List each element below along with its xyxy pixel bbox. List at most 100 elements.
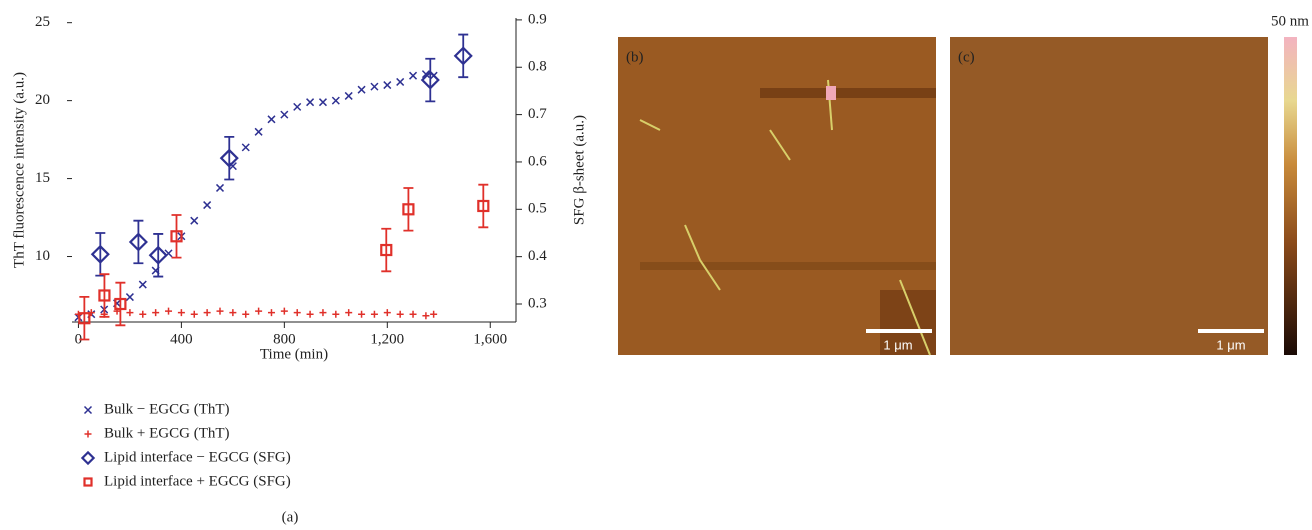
y2-tick-label: 0.7 [528,106,547,122]
marker [139,310,147,318]
marker [165,307,173,315]
marker [409,310,417,318]
marker [380,243,393,257]
marker [477,199,490,213]
marker [331,96,340,105]
marker [383,309,391,317]
error-bar [95,232,106,277]
marker [98,289,111,302]
error-bar [478,183,489,229]
marker [396,310,404,318]
y-tick-label: 10 [35,248,50,264]
marker [421,70,430,79]
scale-bar-label: 1 μm [1216,337,1245,352]
error-bar [403,187,414,232]
marker [152,309,160,317]
marker [215,183,225,192]
error-bar [99,273,110,318]
legend-label: Bulk + EGCG (ThT) [104,425,230,441]
error-bar [115,281,126,327]
error-bar [171,214,182,259]
y2-tick-label: 0.9 [528,11,547,27]
marker [306,98,315,107]
marker [345,309,353,317]
legend-marker [83,405,93,415]
marker [319,309,327,317]
x-tick-label: 1,200 [370,331,404,347]
y-tick-label: 15 [35,170,50,186]
marker [357,85,366,94]
marker [409,71,418,80]
legend-label: Bulk − EGCG (ThT) [104,401,230,417]
marker [453,46,473,66]
marker [370,82,379,91]
x-tick-label: 400 [170,331,193,347]
error-bar [381,227,392,273]
marker [280,307,288,315]
marker [280,110,289,119]
colorbar-label: 50 nm [1271,13,1309,29]
afm-image-b: (b) 1 μm [618,37,936,356]
y2-tick-label: 0.6 [528,153,547,169]
marker [420,70,440,90]
y-axis-label: ThT fluorescence intensity (a.u.) [11,72,27,268]
legend-label: Lipid interface − EGCG (SFG) [104,449,291,465]
y2-tick-label: 0.5 [528,201,547,217]
caption: (a) [282,509,299,525]
marker [190,216,199,225]
marker [254,127,263,136]
marker [114,297,127,311]
marker [126,309,134,317]
marker [396,77,405,86]
legend-marker [83,477,93,487]
y2-tick-label: 0.8 [528,59,547,75]
panel-label: (b) [626,49,644,65]
marker [332,310,340,318]
error-bar [224,135,235,181]
legend-marker [84,430,92,438]
marker [241,143,250,152]
error-bar [153,233,164,278]
marker [267,309,275,317]
legend-label: Lipid interface + EGCG (SFG) [104,473,291,489]
marker [430,310,438,318]
marker [370,310,378,318]
y2-tick-label: 0.4 [528,248,547,264]
error-bar [79,296,90,341]
marker [78,312,91,325]
colorbar [1284,37,1297,355]
panel-label: (c) [958,49,975,65]
marker [138,280,147,289]
marker [293,102,302,111]
marker [203,309,211,317]
legend-marker [80,450,96,466]
y-tick-label: 25 [35,14,50,30]
marker [267,115,276,124]
marker [148,245,168,265]
y2-axis-label: SFG β-sheet (a.u.) [571,115,587,225]
y-tick-label: 20 [35,92,50,108]
marker [125,293,134,302]
marker [177,309,185,317]
marker [242,310,250,318]
marker [318,98,327,107]
marker [170,230,183,243]
x-tick-label: 0 [75,331,83,347]
error-bar [133,219,144,265]
afm-image-c: (c) 1 μm [950,37,1268,355]
marker [229,309,237,317]
marker [344,91,353,100]
marker [219,148,239,168]
marker [190,310,198,318]
marker [402,203,415,216]
marker [358,310,366,318]
marker [293,309,301,317]
x-axis-label: Time (min) [260,346,328,362]
x-tick-label: 1,600 [473,331,507,347]
marker [216,307,224,315]
marker [383,81,392,90]
marker [306,310,314,318]
marker [90,244,110,264]
